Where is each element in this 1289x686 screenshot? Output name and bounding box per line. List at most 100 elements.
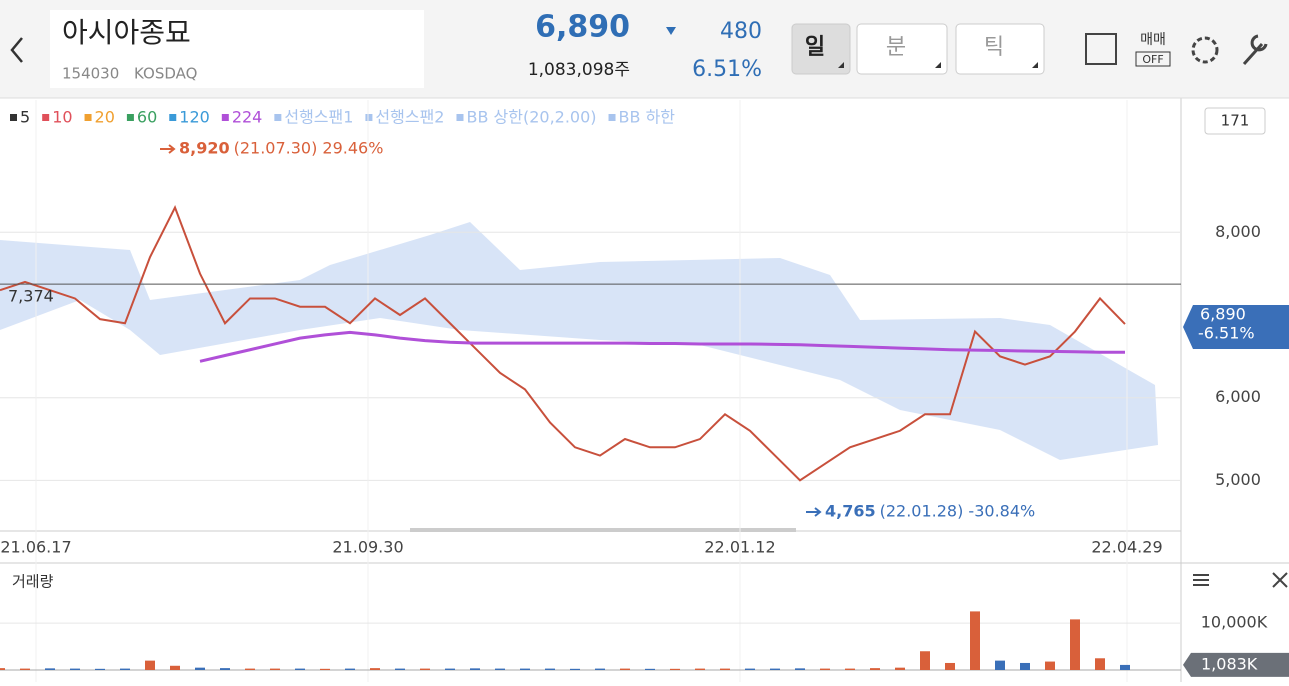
volume-bar xyxy=(920,651,930,670)
volume-bar xyxy=(45,668,55,670)
volume-bar xyxy=(1045,661,1055,670)
volume-bar xyxy=(220,668,230,670)
volume-current-box xyxy=(1183,652,1289,677)
volume-bar xyxy=(745,668,755,670)
legend-label: 120 xyxy=(179,108,210,127)
annotation-arrow xyxy=(806,507,822,517)
market: KOSDAQ xyxy=(134,65,197,83)
tools-icon[interactable] xyxy=(1242,34,1268,66)
legend-label: 20 xyxy=(95,108,115,127)
back-button[interactable] xyxy=(10,37,23,63)
legend-swatch xyxy=(42,114,50,121)
volume-bar xyxy=(145,660,155,670)
volume-bar xyxy=(120,668,130,670)
period-label: 틱 xyxy=(984,35,1004,60)
corner xyxy=(1032,62,1038,68)
layout-icon[interactable] xyxy=(1085,33,1117,65)
volume-bar xyxy=(670,668,680,670)
volume-bar xyxy=(845,668,855,670)
trade-box xyxy=(1135,51,1171,67)
legend-swatch xyxy=(84,114,92,121)
annotation-detail: (21.07.30) 29.46% xyxy=(234,139,384,158)
volume-bar xyxy=(370,668,380,670)
volume-bar xyxy=(645,668,655,670)
volume-bar xyxy=(820,668,830,670)
volume-bar xyxy=(1070,619,1080,670)
period-button[interactable] xyxy=(955,23,1045,75)
x-tick-label: 21.06.17 xyxy=(0,538,71,557)
volume-bar xyxy=(420,668,430,670)
volume-bar xyxy=(770,668,780,670)
volume-bar xyxy=(1120,664,1130,670)
volume-bar xyxy=(245,668,255,670)
volume-bar xyxy=(795,668,805,670)
volume-current-label: 1,083K xyxy=(1201,654,1258,673)
search-box[interactable] xyxy=(50,10,424,88)
volume-total: 1,083,098주 xyxy=(528,60,630,80)
annotation-value: 4,765 xyxy=(825,502,876,521)
crosshair-label: 7,374 xyxy=(8,287,54,306)
x-tick-label: 22.04.29 xyxy=(1091,538,1162,557)
legend-label: BB 상한(20,2.00) xyxy=(466,108,596,127)
volume-tick-label: 10,000K xyxy=(1201,613,1268,632)
y-tick-label: 8,000 xyxy=(1215,222,1261,241)
legend-swatch xyxy=(126,114,134,121)
volume-bar xyxy=(1020,662,1030,670)
price-line xyxy=(0,205,1126,482)
volume-bar xyxy=(295,668,305,670)
volume-bar xyxy=(570,668,580,670)
x-tick-label: 22.01.12 xyxy=(704,538,775,557)
legend: 5 10 20 60 120 224 선행스팬1 선행스팬2 BB 상한(20,2.00) BB … xyxy=(10,108,675,127)
volume-bar xyxy=(895,667,905,670)
annotation-value: 8,920 xyxy=(179,139,230,158)
volume-bar xyxy=(720,668,730,670)
annotation-arrow xyxy=(160,144,176,154)
volume-bar xyxy=(995,660,1005,670)
volume-bar xyxy=(945,662,955,670)
trade-label[interactable]: 매매 xyxy=(1140,32,1166,48)
legend-label: 10 xyxy=(52,108,72,127)
x-tick-label: 21.09.30 xyxy=(332,538,403,557)
legend-swatch xyxy=(274,114,282,121)
volume-bar xyxy=(345,668,355,670)
legend-swatch xyxy=(169,114,177,121)
period-label: 분 xyxy=(886,35,906,60)
price: 6,890 xyxy=(535,10,630,45)
volume-bar xyxy=(270,668,280,670)
period-label: 일 xyxy=(805,35,825,60)
close-icon[interactable] xyxy=(1272,572,1288,588)
legend-label: 5 xyxy=(20,108,30,127)
legend-label: 선행스팬1 xyxy=(284,108,353,127)
corner xyxy=(935,62,941,68)
legend-swatch xyxy=(221,114,229,121)
volume-bar xyxy=(95,668,105,670)
volume-bar xyxy=(195,667,205,670)
volume-title: 거래량 xyxy=(12,573,54,591)
volume-bar xyxy=(170,665,180,670)
volume-bar xyxy=(495,668,505,670)
change: 480 xyxy=(720,19,762,44)
volume-bar xyxy=(395,668,405,670)
trade-off[interactable]: OFF xyxy=(1142,53,1163,66)
legend-swatch xyxy=(608,114,616,121)
legend-label: 60 xyxy=(137,108,157,127)
scrollbar[interactable] xyxy=(410,528,796,532)
volume-bar xyxy=(1095,658,1105,670)
legend-swatch xyxy=(365,114,373,121)
period-button[interactable] xyxy=(856,23,948,75)
y-tick-label: 6,000 xyxy=(1215,387,1261,406)
down-arrow xyxy=(666,27,676,35)
current-box xyxy=(1183,305,1289,349)
legend-label: BB 하한 xyxy=(619,108,676,127)
volume-bar xyxy=(870,668,880,670)
legend-swatch xyxy=(10,114,17,121)
volume-bar xyxy=(20,668,30,670)
legend-swatch xyxy=(456,114,464,121)
period-button[interactable] xyxy=(791,23,851,75)
settings-icon[interactable] xyxy=(1191,36,1219,64)
current-price: 6,890 xyxy=(1200,305,1246,324)
menu-icon[interactable] xyxy=(1193,574,1209,586)
count: 171 xyxy=(1221,112,1250,130)
